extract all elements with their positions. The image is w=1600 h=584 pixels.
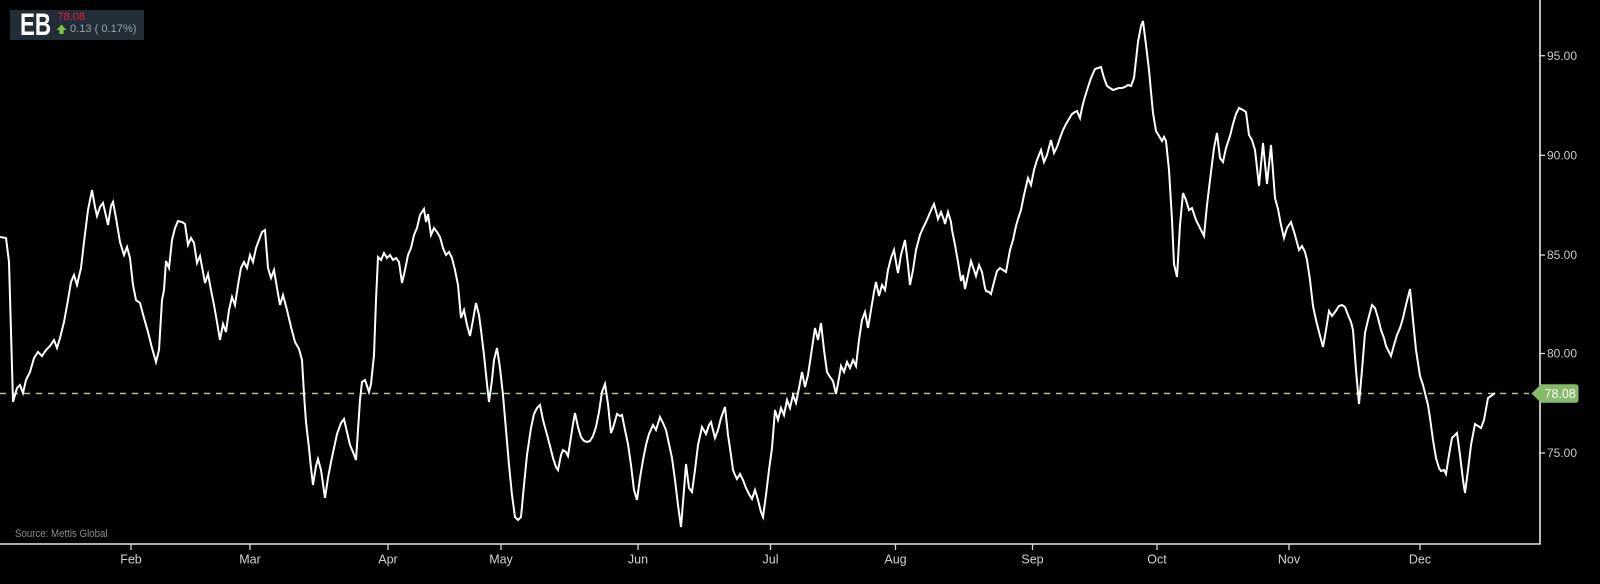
svg-text:90.00: 90.00 — [1547, 149, 1577, 163]
svg-text:Jun: Jun — [628, 553, 648, 567]
svg-text:Oct: Oct — [1147, 553, 1167, 567]
svg-text:Apr: Apr — [378, 553, 397, 567]
svg-text:Jul: Jul — [763, 553, 779, 567]
svg-text:Nov: Nov — [1278, 553, 1301, 567]
svg-text:85.00: 85.00 — [1547, 248, 1577, 262]
svg-text:75.00: 75.00 — [1547, 446, 1577, 460]
svg-text:Aug: Aug — [884, 553, 906, 567]
svg-text:May: May — [489, 553, 513, 567]
svg-text:Feb: Feb — [120, 553, 142, 567]
svg-text:80.00: 80.00 — [1547, 347, 1577, 361]
svg-text:95.00: 95.00 — [1547, 49, 1577, 63]
svg-text:Sep: Sep — [1021, 553, 1043, 567]
svg-text:Mar: Mar — [239, 553, 261, 567]
svg-text:Dec: Dec — [1409, 553, 1431, 567]
svg-text:78.08: 78.08 — [1545, 387, 1576, 401]
